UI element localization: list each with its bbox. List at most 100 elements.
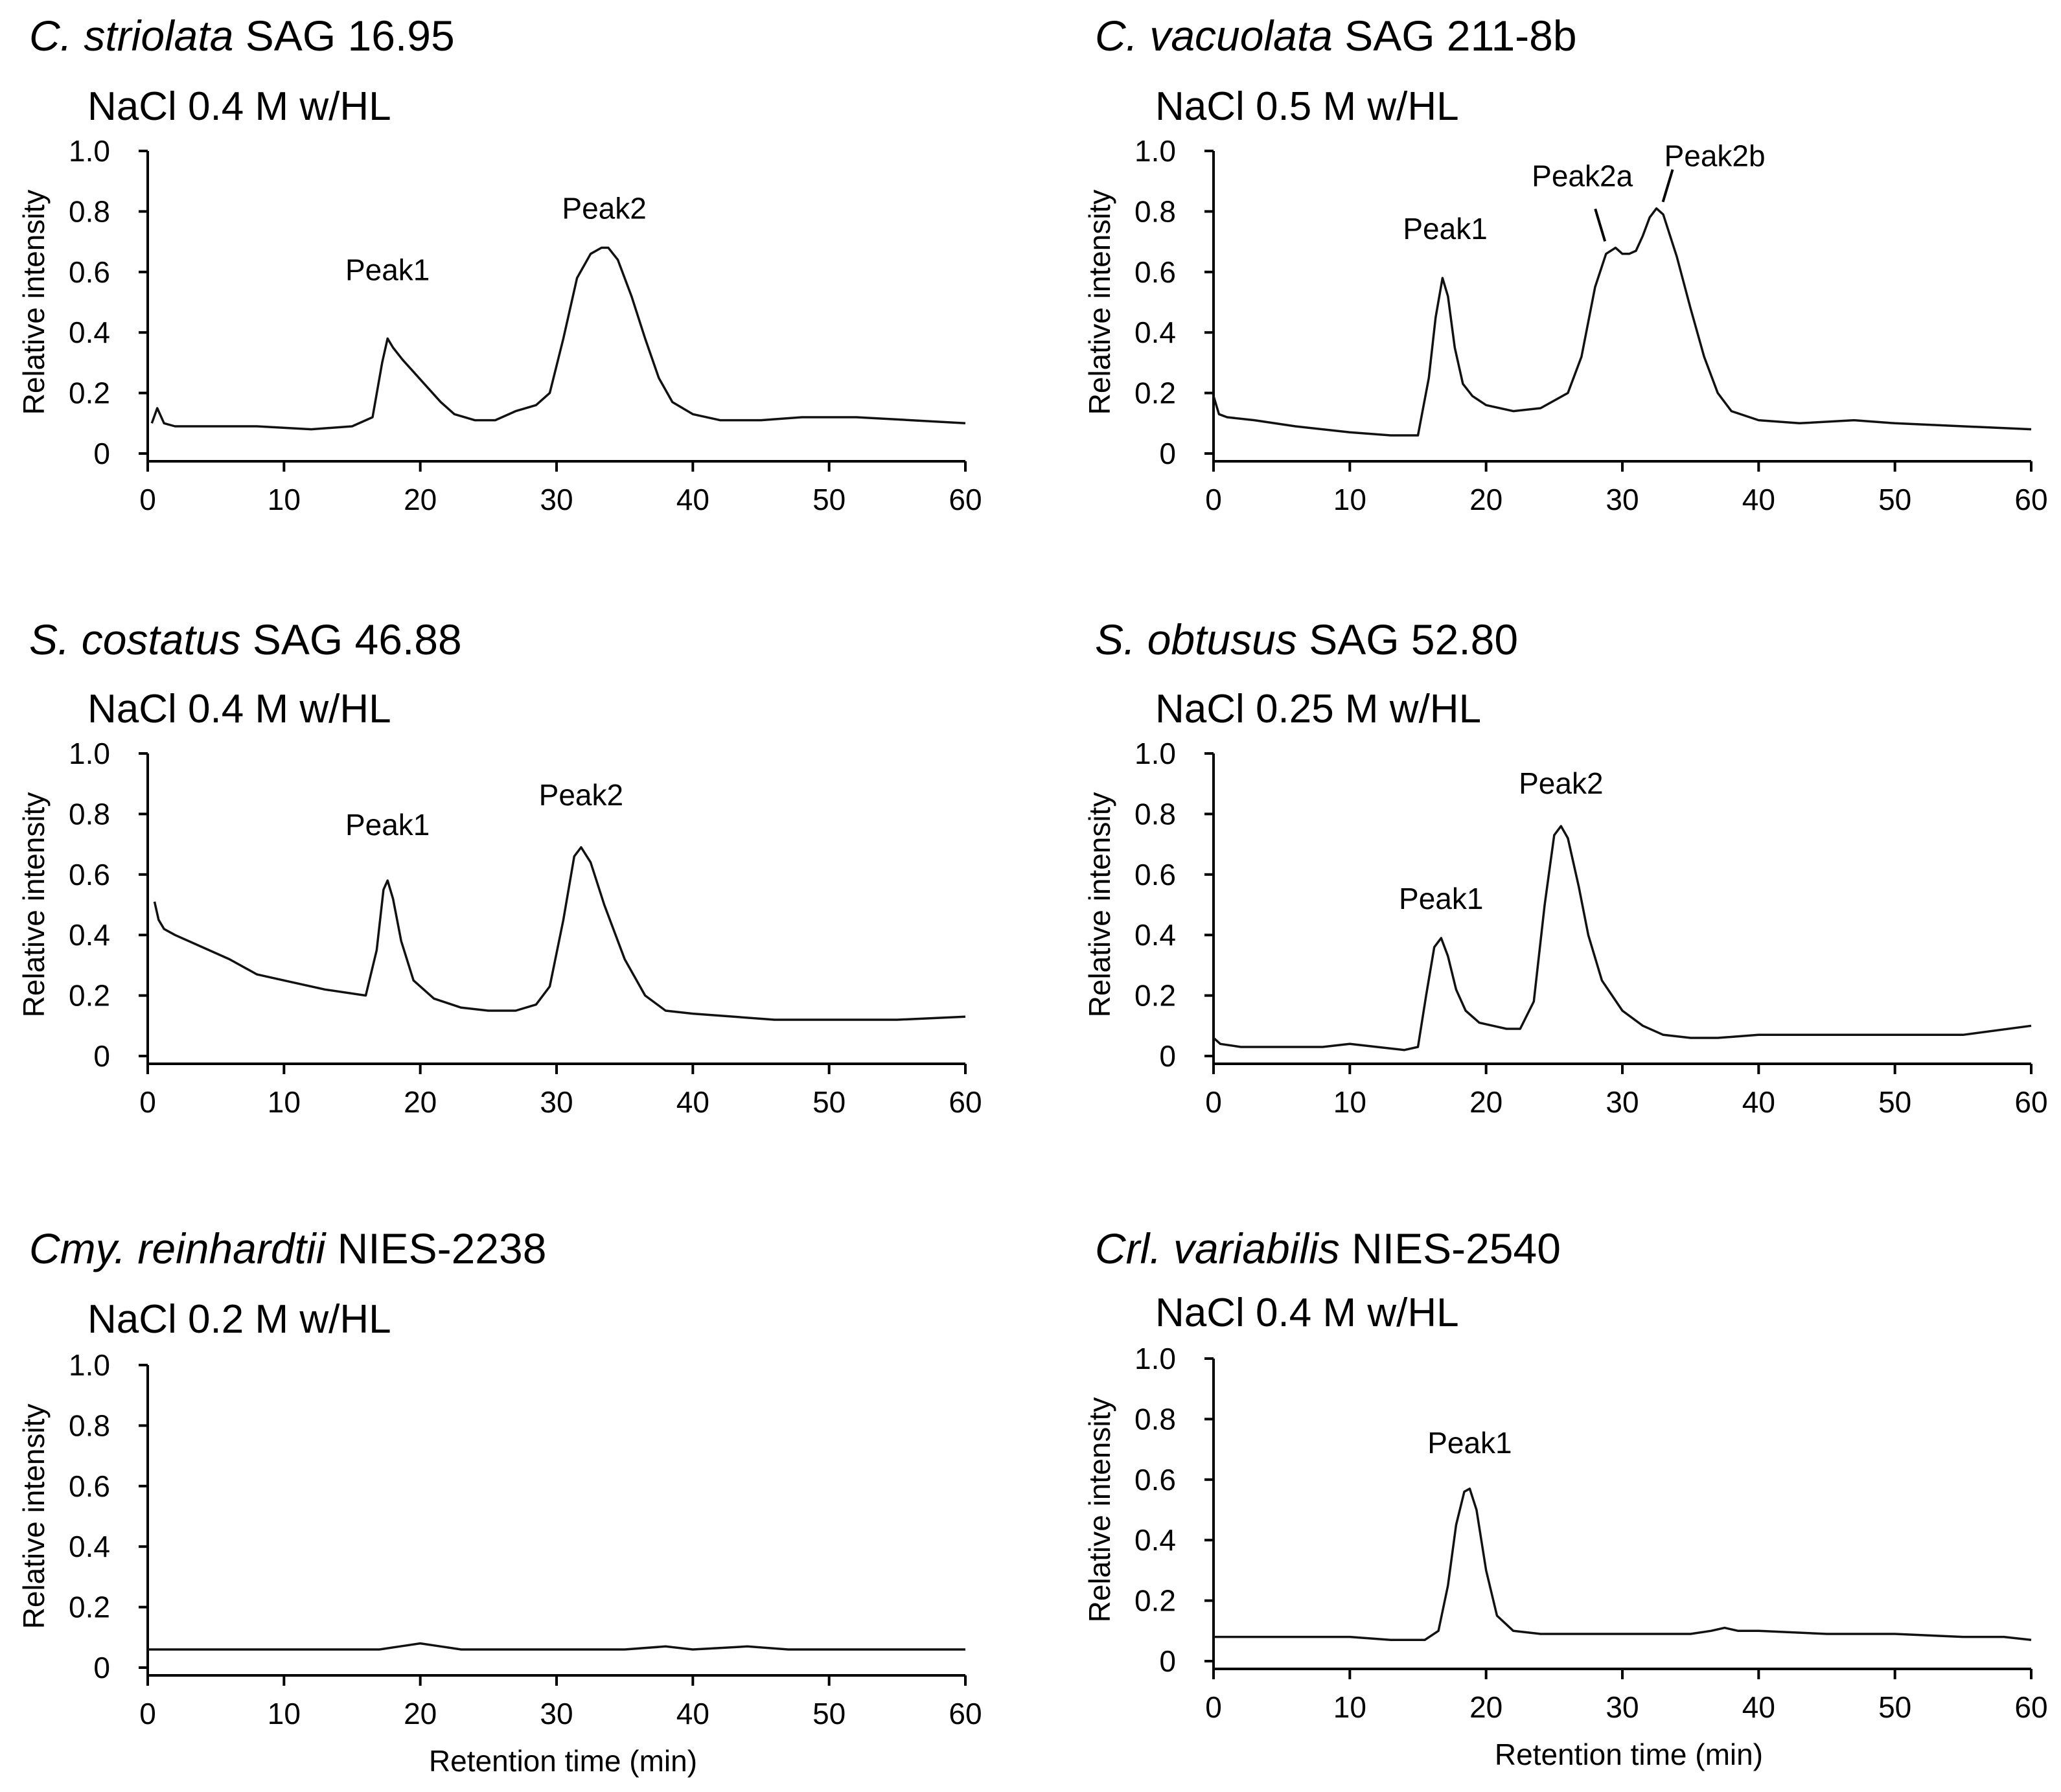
y-tick-label: 0.8 bbox=[1134, 797, 1176, 831]
y-tick-label: 0.8 bbox=[1134, 1402, 1176, 1436]
y-tick-label: 0.6 bbox=[69, 1469, 110, 1503]
x-tick-label: 20 bbox=[1469, 1085, 1503, 1119]
x-tick-label: 30 bbox=[1606, 1085, 1639, 1119]
x-tick-label: 40 bbox=[676, 1697, 709, 1730]
x-tick-label: 40 bbox=[1742, 1690, 1775, 1724]
y-tick-label: 0 bbox=[93, 1651, 110, 1684]
x-tick-label: 10 bbox=[268, 1697, 301, 1730]
y-tick-label: 0 bbox=[93, 437, 110, 470]
x-tick-label: 0 bbox=[1205, 1085, 1222, 1119]
y-axis-label: Relative intensity bbox=[17, 792, 51, 1018]
x-tick-label: 30 bbox=[540, 1697, 573, 1730]
y-tick-label: 0.2 bbox=[69, 376, 110, 410]
y-axis-label: Relative intensity bbox=[1083, 1397, 1116, 1623]
x-tick-label: 10 bbox=[1333, 1085, 1366, 1119]
y-tick-label: 1.0 bbox=[1134, 134, 1176, 168]
peak-label: Peak1 bbox=[1403, 212, 1487, 246]
y-tick-label: 0.2 bbox=[1134, 979, 1176, 1013]
y-tick-label: 0.4 bbox=[69, 1530, 110, 1563]
panel-title-species: C. striolata bbox=[29, 12, 233, 60]
y-tick-label: 0.2 bbox=[1134, 376, 1176, 410]
x-tick-label: 0 bbox=[139, 1085, 156, 1119]
x-tick-label: 50 bbox=[812, 1697, 846, 1730]
y-tick-label: 0.2 bbox=[1134, 1584, 1176, 1618]
panel-title-species: S. costatus bbox=[29, 615, 241, 663]
y-tick-label: 0.8 bbox=[69, 1408, 110, 1442]
peak-label: Peak2 bbox=[562, 191, 646, 225]
panel-title-species: Cmy. reinhardtii bbox=[29, 1224, 327, 1272]
chromatogram-trace bbox=[1214, 1488, 2032, 1642]
panel-title: S. obtusus SAG 52.80 bbox=[1095, 615, 1518, 663]
x-tick-label: 60 bbox=[2014, 483, 2047, 516]
y-tick-label: 0.4 bbox=[1134, 1523, 1176, 1557]
y-tick-label: 1.0 bbox=[1134, 1342, 1176, 1375]
peak-label: Peak1 bbox=[345, 808, 430, 842]
y-tick-label: 1.0 bbox=[69, 134, 110, 168]
panel-title: S. costatus SAG 46.88 bbox=[29, 615, 462, 663]
x-tick-label: 30 bbox=[540, 1085, 573, 1119]
y-tick-label: 0.2 bbox=[69, 1591, 110, 1624]
x-tick-label: 50 bbox=[1878, 1690, 1911, 1724]
panel-title-strain: SAG 46.88 bbox=[241, 615, 462, 663]
chromatogram-trace bbox=[150, 246, 966, 431]
panel-title-strain: SAG 52.80 bbox=[1297, 615, 1518, 663]
panel-title-strain: SAG 16.95 bbox=[233, 12, 454, 60]
y-tick-label: 0.6 bbox=[1134, 255, 1176, 289]
x-tick-label: 50 bbox=[1878, 1085, 1911, 1119]
x-tick-label: 40 bbox=[676, 1085, 709, 1119]
x-tick-label: 20 bbox=[1469, 483, 1503, 516]
y-axis-label: Relative intensity bbox=[1083, 190, 1116, 415]
x-axis-label: Retention time (min) bbox=[1495, 1738, 1763, 1771]
x-tick-label: 0 bbox=[1205, 1690, 1222, 1724]
y-tick-label: 0.8 bbox=[69, 797, 110, 831]
y-tick-label: 0.6 bbox=[1134, 1463, 1176, 1497]
chromatogram-trace bbox=[1212, 825, 2032, 1051]
panel-title-species: Crl. variabilis bbox=[1095, 1224, 1340, 1272]
x-tick-label: 60 bbox=[949, 1697, 982, 1730]
y-tick-label: 0.6 bbox=[69, 858, 110, 891]
x-tick-label: 60 bbox=[949, 1085, 982, 1119]
x-tick-label: 50 bbox=[812, 483, 846, 516]
peak-leader-line bbox=[1661, 169, 1674, 203]
x-tick-label: 60 bbox=[2014, 1690, 2047, 1724]
y-tick-label: 0 bbox=[93, 1039, 110, 1073]
panel-condition: NaCl 0.25 M w/HL bbox=[1155, 687, 1481, 731]
peak-label: Peak1 bbox=[1427, 1426, 1512, 1460]
x-tick-label: 50 bbox=[1878, 483, 1911, 516]
x-tick-label: 20 bbox=[1469, 1690, 1503, 1724]
peak-label: Peak2b bbox=[1664, 139, 1766, 173]
panel-title: C. striolata SAG 16.95 bbox=[29, 12, 455, 60]
x-tick-label: 60 bbox=[949, 483, 982, 516]
y-axis-label: Relative intensity bbox=[17, 1404, 51, 1629]
panel-condition: NaCl 0.2 M w/HL bbox=[87, 1297, 391, 1342]
x-tick-label: 30 bbox=[1606, 483, 1639, 516]
peak-label: Peak2a bbox=[1532, 159, 1633, 192]
panel-title: Crl. variabilis NIES-2540 bbox=[1095, 1224, 1561, 1272]
chromatogram-trace bbox=[148, 1642, 965, 1651]
peak-label: Peak1 bbox=[1399, 882, 1483, 915]
x-tick-label: 20 bbox=[404, 483, 437, 516]
y-tick-label: 0.2 bbox=[69, 979, 110, 1013]
peak-label: Peak2 bbox=[1519, 766, 1603, 800]
y-axis-label: Relative intensity bbox=[17, 190, 51, 415]
panel-title-strain: NIES-2540 bbox=[1340, 1224, 1561, 1272]
y-tick-label: 1.0 bbox=[1134, 737, 1176, 770]
x-axis-label: Retention time (min) bbox=[429, 1744, 697, 1778]
y-tick-label: 1.0 bbox=[69, 737, 110, 770]
panel-title-species: S. obtusus bbox=[1095, 615, 1297, 663]
y-tick-label: 0.6 bbox=[1134, 858, 1176, 891]
panel-crl-variabilis: Crl. variabilis NIES-2540 NaCl 0.4 M w/HL… bbox=[1083, 1224, 2048, 1771]
panel-s-costatus: S. costatus SAG 46.88 NaCl 0.4 M w/HL 0 0.2… bbox=[17, 615, 982, 1119]
panel-title-strain: NIES-2238 bbox=[325, 1224, 546, 1272]
x-tick-label: 20 bbox=[404, 1085, 437, 1119]
x-tick-label: 10 bbox=[1333, 483, 1366, 516]
x-tick-label: 20 bbox=[404, 1697, 437, 1730]
peak-leader-line bbox=[1594, 208, 1607, 242]
panel-title-strain: SAG 211-8b bbox=[1333, 12, 1577, 60]
x-tick-label: 10 bbox=[268, 1085, 301, 1119]
x-tick-label: 30 bbox=[1606, 1690, 1639, 1724]
y-tick-label: 0 bbox=[1159, 437, 1176, 470]
peak-label: Peak1 bbox=[345, 253, 430, 287]
y-tick-label: 1.0 bbox=[69, 1348, 110, 1382]
